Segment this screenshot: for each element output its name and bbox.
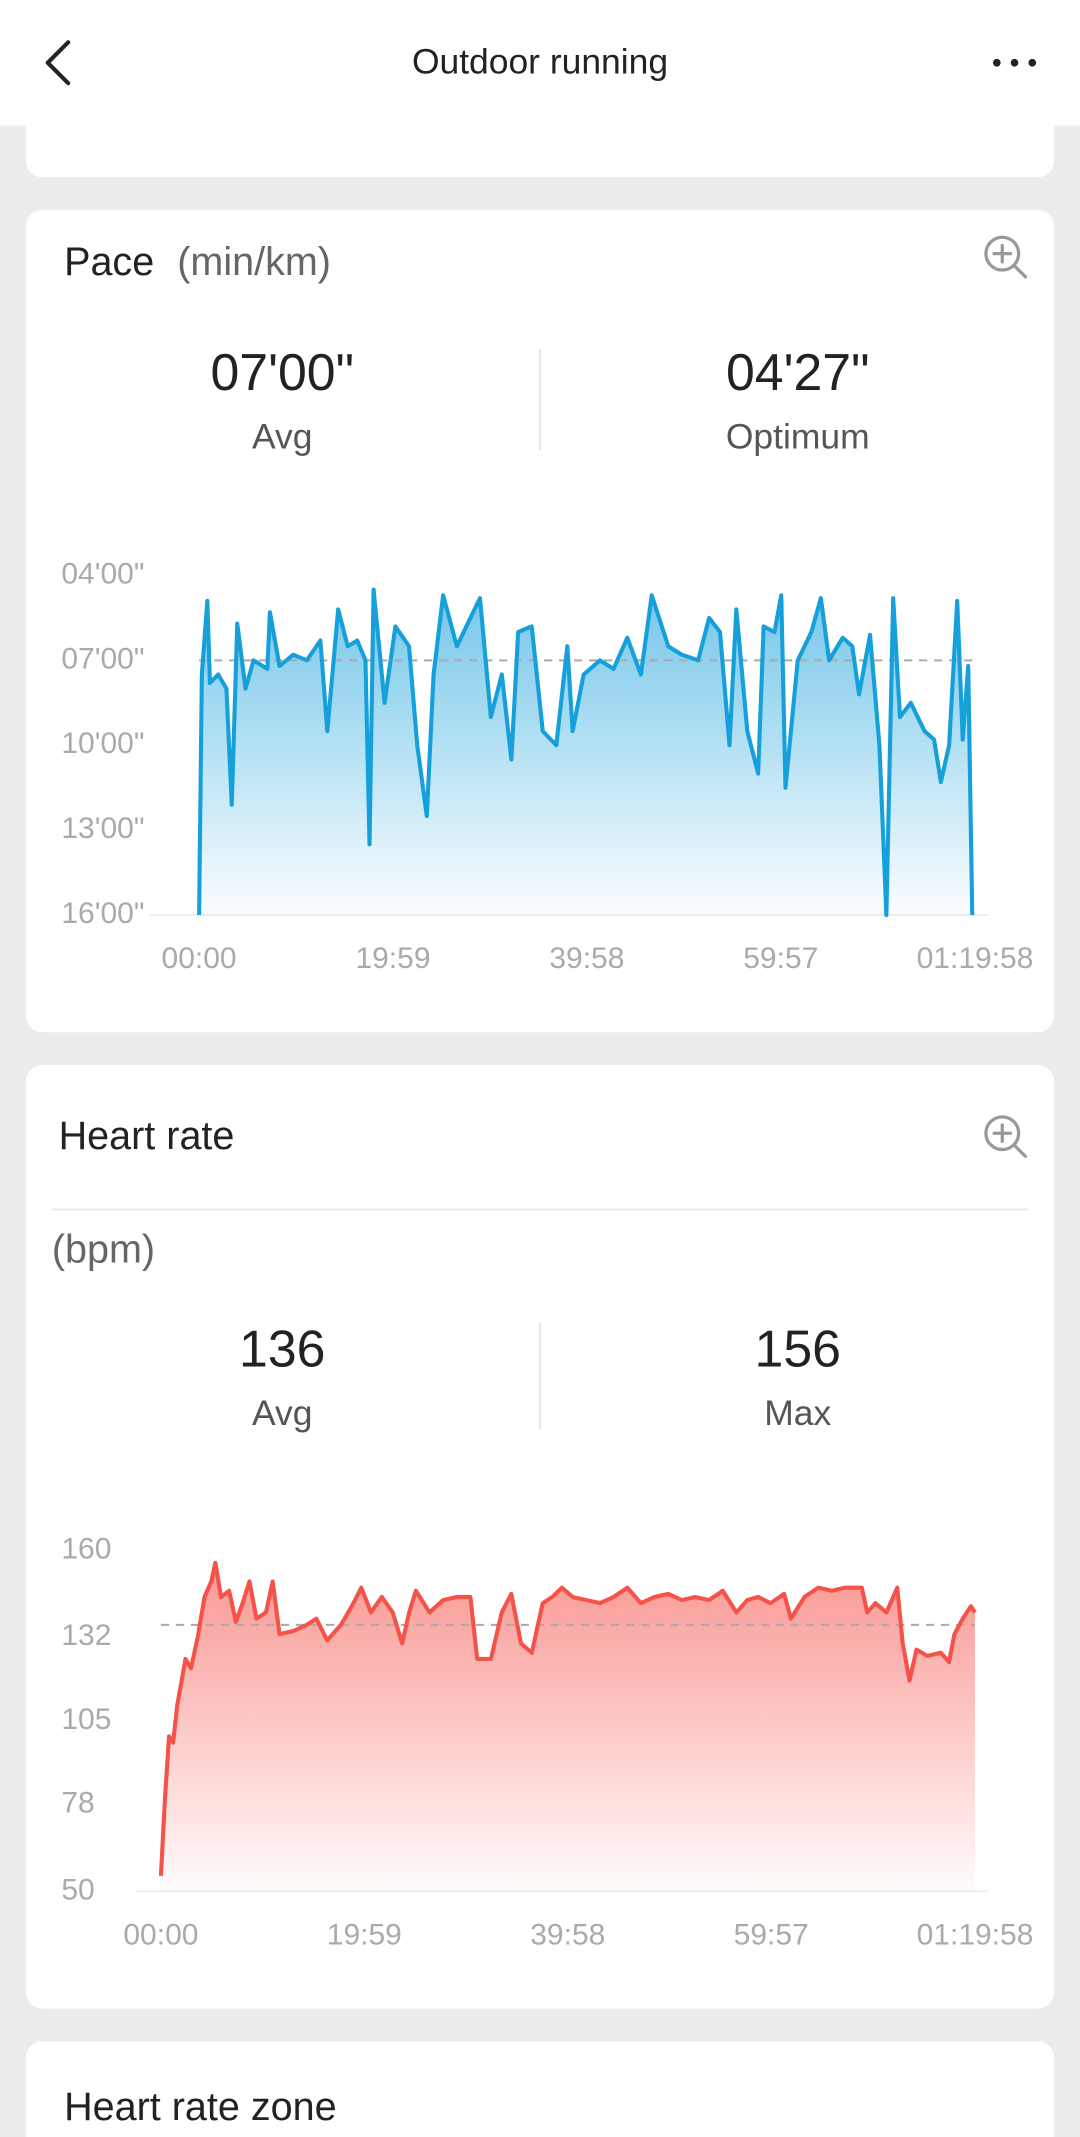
unit-label: (min/km) xyxy=(177,240,331,284)
x-tick-label: 19:59 xyxy=(327,1918,402,1951)
x-tick-label: 39:58 xyxy=(530,1918,605,1951)
x-tick-label: 01:19:58 xyxy=(917,942,1034,975)
stat-label: Max xyxy=(764,1393,831,1433)
x-tick-label: 59:57 xyxy=(743,942,818,975)
y-tick-label: 132 xyxy=(61,1619,111,1652)
y-tick-label: 07'00" xyxy=(61,642,144,675)
back-button[interactable] xyxy=(45,40,71,86)
area-fill xyxy=(199,589,973,916)
zoom-button[interactable] xyxy=(984,1115,1028,1159)
x-tick-label: 39:58 xyxy=(549,942,624,975)
y-tick-label: 50 xyxy=(61,1873,94,1906)
y-tick-label: 04'00" xyxy=(61,557,144,590)
card-title: Heart rate zone xyxy=(64,2085,336,2129)
more-button[interactable] xyxy=(993,58,1037,67)
card-title: Heart rate xyxy=(59,1114,235,1158)
stat-label: Avg xyxy=(252,416,312,456)
data-line xyxy=(197,587,975,918)
stat-value: 07'00" xyxy=(211,343,355,401)
stat-label: Optimum xyxy=(726,416,870,456)
x-tick-label: 00:00 xyxy=(162,942,237,975)
x-tick-label: 19:59 xyxy=(355,942,430,975)
y-tick-label: 105 xyxy=(61,1703,111,1736)
data-line xyxy=(158,1560,977,1877)
area-fill xyxy=(160,1562,976,1892)
stat-value: 04'27" xyxy=(726,343,870,401)
zoom-button[interactable] xyxy=(984,235,1028,279)
y-tick-label: 160 xyxy=(61,1532,111,1565)
stat-value: 136 xyxy=(239,1319,325,1377)
x-tick-label: 01:19:58 xyxy=(917,1918,1034,1951)
unit-label: (bpm) xyxy=(52,1227,155,1271)
stat-value: 156 xyxy=(755,1319,841,1377)
y-tick-label: 10'00" xyxy=(61,727,144,760)
x-tick-label: 00:00 xyxy=(123,1918,198,1951)
header-title: Outdoor running xyxy=(412,41,668,81)
card xyxy=(25,2041,1055,2137)
header xyxy=(0,0,1080,126)
stat-label: Avg xyxy=(252,1393,312,1433)
y-tick-label: 16'00" xyxy=(61,897,144,930)
card-title: Pace xyxy=(64,240,154,284)
y-tick-label: 78 xyxy=(61,1787,94,1820)
y-tick-label: 13'00" xyxy=(61,812,144,845)
x-tick-label: 59:57 xyxy=(734,1918,809,1951)
